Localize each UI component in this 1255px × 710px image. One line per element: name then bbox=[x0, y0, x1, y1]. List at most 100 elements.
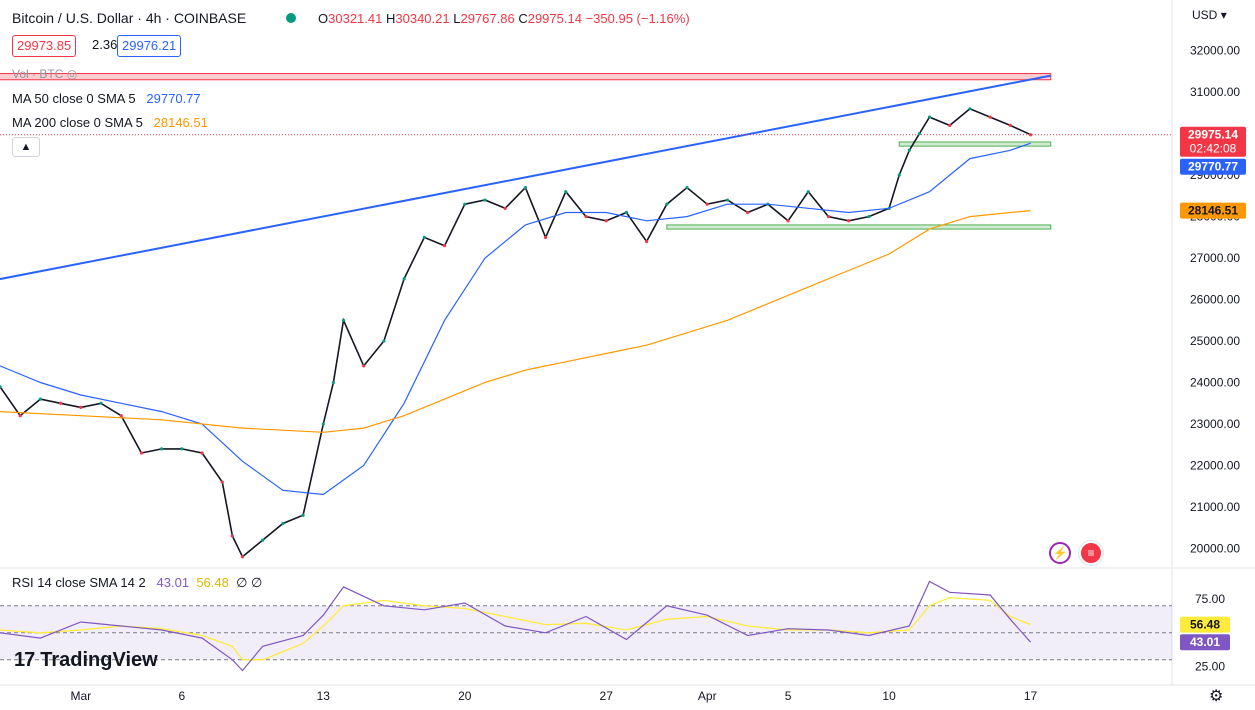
buy-price-button[interactable]: 29976.21 bbox=[117, 35, 182, 57]
market-status-dot[interactable] bbox=[286, 13, 296, 23]
collapse-legend-button[interactable]: ▲ bbox=[12, 137, 40, 157]
price-point bbox=[584, 215, 588, 219]
rsi-value-tag bbox=[1180, 634, 1230, 651]
y-tick-label: 20000.00 bbox=[1190, 541, 1240, 555]
trendline bbox=[0, 74, 1051, 281]
series-ma50 bbox=[0, 142, 1031, 496]
y-tick-label: 32000.00 bbox=[1190, 44, 1240, 58]
price-point bbox=[281, 521, 285, 526]
price-point bbox=[543, 235, 548, 239]
price-point bbox=[927, 115, 932, 119]
series-ma200 bbox=[0, 210, 1031, 433]
price-point bbox=[806, 190, 810, 194]
x-tick-label: 27 bbox=[600, 689, 614, 703]
y-tick-label: 27000.00 bbox=[1190, 251, 1240, 265]
change-value: −350.95 (−1.16%) bbox=[585, 11, 690, 26]
rsi-tick-label: 25.00 bbox=[1195, 660, 1225, 674]
eye-hidden-icon[interactable]: ◎ bbox=[66, 67, 78, 81]
x-tick-label: Apr bbox=[698, 689, 717, 703]
ma50-value: 29770.77 bbox=[146, 91, 201, 106]
symbol-title[interactable]: Bitcoin / U.S. Dollar · 4h · COINBASE bbox=[12, 10, 247, 26]
y-tick-label: 25000.00 bbox=[1190, 334, 1240, 348]
price-point bbox=[119, 414, 123, 418]
last-price-tag bbox=[1180, 126, 1246, 157]
price-point bbox=[826, 215, 831, 219]
volume-legend[interactable]: Vol · BTC ◎ bbox=[12, 67, 77, 81]
price-point bbox=[220, 480, 224, 484]
price-point bbox=[867, 215, 871, 219]
low-label: L bbox=[453, 11, 461, 26]
price-point bbox=[786, 219, 790, 223]
settings-gear-icon[interactable]: ⚙ bbox=[1209, 688, 1224, 705]
price-point bbox=[160, 447, 164, 451]
rsi-tick-label: 75.00 bbox=[1195, 592, 1225, 606]
price-point bbox=[907, 148, 911, 152]
y-tick-label: 26000.00 bbox=[1190, 293, 1240, 307]
close-label: C bbox=[518, 11, 528, 26]
price-point bbox=[230, 534, 234, 538]
ma200-legend[interactable]: MA 200 close 0 SMA 5 28146.51 bbox=[12, 115, 208, 130]
price-point bbox=[847, 219, 851, 223]
chevron-down-icon: ▾ bbox=[1220, 8, 1227, 22]
x-tick-label: 6 bbox=[179, 689, 186, 703]
price-point bbox=[442, 244, 447, 248]
price-point bbox=[38, 397, 43, 401]
y-tick-label: 24000.00 bbox=[1190, 376, 1240, 390]
ma200-price-tag-text: 28146.51 bbox=[1188, 204, 1238, 218]
ohlc-readout: O30321.41 H30340.21 L29767.86 C29975.14 … bbox=[318, 11, 690, 26]
ma50-price-tag bbox=[1180, 158, 1246, 175]
rsi-extra: ∅ ∅ bbox=[236, 575, 263, 590]
zone-resistance bbox=[0, 73, 1052, 81]
logo-mark: 17 bbox=[14, 649, 35, 671]
price-point bbox=[523, 185, 527, 190]
close-value: 29975.14 bbox=[527, 11, 582, 26]
low-value: 29767.86 bbox=[460, 11, 515, 26]
price-point bbox=[301, 513, 305, 517]
price-point bbox=[917, 132, 922, 136]
rsi-sma-tag bbox=[1180, 616, 1230, 633]
rsi-legend[interactable]: RSI 14 close SMA 14 2 43.01 56.48 ∅ ∅ bbox=[12, 575, 262, 591]
countdown-text: 02:42:08 bbox=[1190, 142, 1237, 156]
currency-label: USD bbox=[1192, 8, 1218, 22]
ma200-label: MA 200 close 0 SMA 5 bbox=[12, 115, 143, 130]
price-point bbox=[645, 239, 649, 244]
chevron-up-icon: ▲ bbox=[20, 141, 32, 153]
ma50-legend[interactable]: MA 50 close 0 SMA 5 29770.77 bbox=[12, 91, 201, 106]
lightning-icon[interactable]: ⚡ bbox=[1049, 542, 1071, 564]
volume-label: Vol · BTC bbox=[12, 67, 64, 81]
price-point bbox=[18, 414, 22, 418]
rsi-value-tag-text: 43.01 bbox=[1190, 635, 1220, 649]
price-point bbox=[725, 198, 730, 202]
price-point bbox=[99, 401, 103, 405]
series-price bbox=[0, 107, 1031, 558]
price-point bbox=[240, 555, 245, 559]
price-point bbox=[746, 210, 750, 215]
y-tick-label: 22000.00 bbox=[1190, 458, 1240, 472]
price-point bbox=[200, 451, 204, 455]
x-tick-label: 10 bbox=[882, 689, 896, 703]
price-point bbox=[624, 210, 629, 215]
us-flag-icon[interactable]: ≡ bbox=[1079, 541, 1103, 565]
price-point bbox=[1008, 123, 1012, 127]
price-point bbox=[422, 235, 426, 239]
ma200-price-tag bbox=[1180, 202, 1246, 219]
price-point bbox=[382, 339, 386, 343]
x-tick-label: Mar bbox=[70, 689, 91, 703]
ma50-price-tag-text: 29770.77 bbox=[1188, 160, 1238, 174]
currency-selector[interactable]: USD ▾ bbox=[1192, 8, 1227, 22]
price-point bbox=[483, 198, 487, 202]
sell-price-button[interactable]: 29973.85 bbox=[12, 35, 77, 57]
tradingview-logo[interactable]: 17 TradingView bbox=[14, 649, 158, 672]
price-point bbox=[139, 451, 144, 455]
price-point bbox=[331, 380, 336, 385]
x-tick-label: 17 bbox=[1024, 689, 1038, 703]
price-point bbox=[685, 185, 689, 190]
price-point bbox=[463, 202, 467, 206]
price-point bbox=[968, 107, 972, 111]
price-point bbox=[341, 318, 346, 322]
price-point bbox=[180, 447, 184, 451]
x-tick-label: 13 bbox=[317, 689, 331, 703]
price-point bbox=[897, 173, 901, 177]
price-point bbox=[0, 385, 2, 389]
